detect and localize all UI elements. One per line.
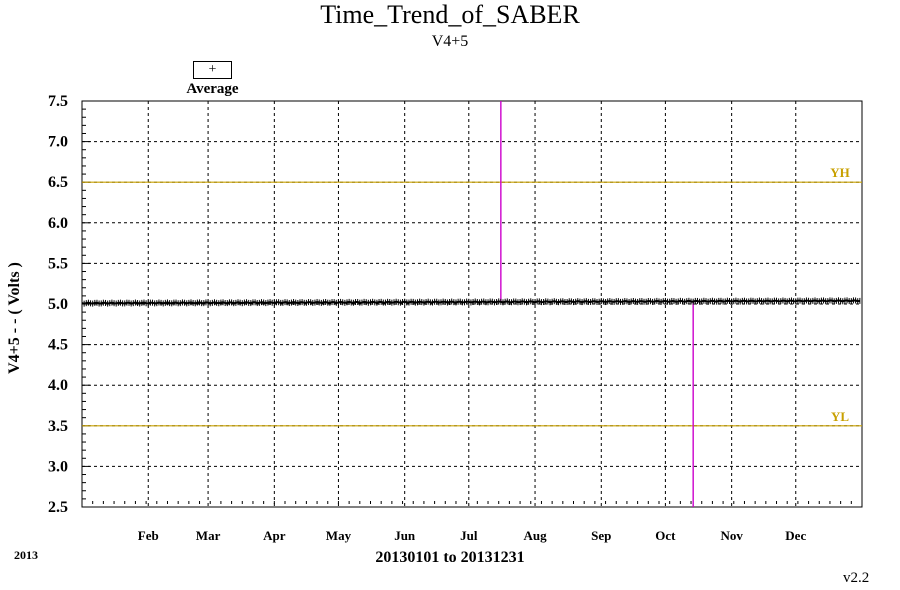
x-tick-label: Mar (196, 528, 221, 543)
y-tick-label: 6.5 (48, 174, 68, 191)
x-tick-label: Apr (263, 528, 286, 543)
y-tick-label: 7.5 (48, 93, 68, 110)
y-tick-label: 5.0 (48, 296, 68, 313)
version-label: v2.2 (843, 570, 870, 586)
x-tick-label: Dec (785, 528, 806, 543)
x-tick-label: Nov (720, 528, 743, 543)
y-tick-label: 7.0 (48, 134, 68, 151)
y-tick-label: 3.0 (48, 458, 68, 475)
series-line (81, 299, 861, 305)
legend-label: Average (186, 81, 239, 97)
y-tick-label: 3.5 (48, 418, 68, 435)
x-tick-label: May (326, 528, 352, 543)
x-tick-label: Sep (591, 528, 611, 543)
x-tick-label: Jul (460, 528, 478, 543)
y-tick-label: 4.5 (48, 337, 68, 354)
x-tick-label: Oct (655, 528, 676, 543)
limit-line-label: YL (831, 409, 849, 424)
y-tick-label: 2.5 (48, 499, 68, 516)
x-tick-label: Jun (394, 528, 416, 543)
x-axis-label: 20130101 to 20131231 (375, 549, 525, 566)
chart-subtitle: V4+5 (431, 33, 469, 50)
chart-title: Time_Trend_of_SABER (320, 0, 580, 29)
series-average (81, 297, 861, 307)
limit-line-label: YH (830, 165, 850, 180)
legend-marker: + (193, 61, 232, 79)
y-tick-label: 6.0 (48, 215, 68, 232)
x-tick-label: Aug (523, 528, 547, 543)
year-label: 2013 (14, 548, 38, 562)
y-tick-label: 5.5 (48, 255, 68, 272)
x-tick-label: Feb (138, 528, 159, 543)
y-tick-label: 4.0 (48, 377, 68, 394)
